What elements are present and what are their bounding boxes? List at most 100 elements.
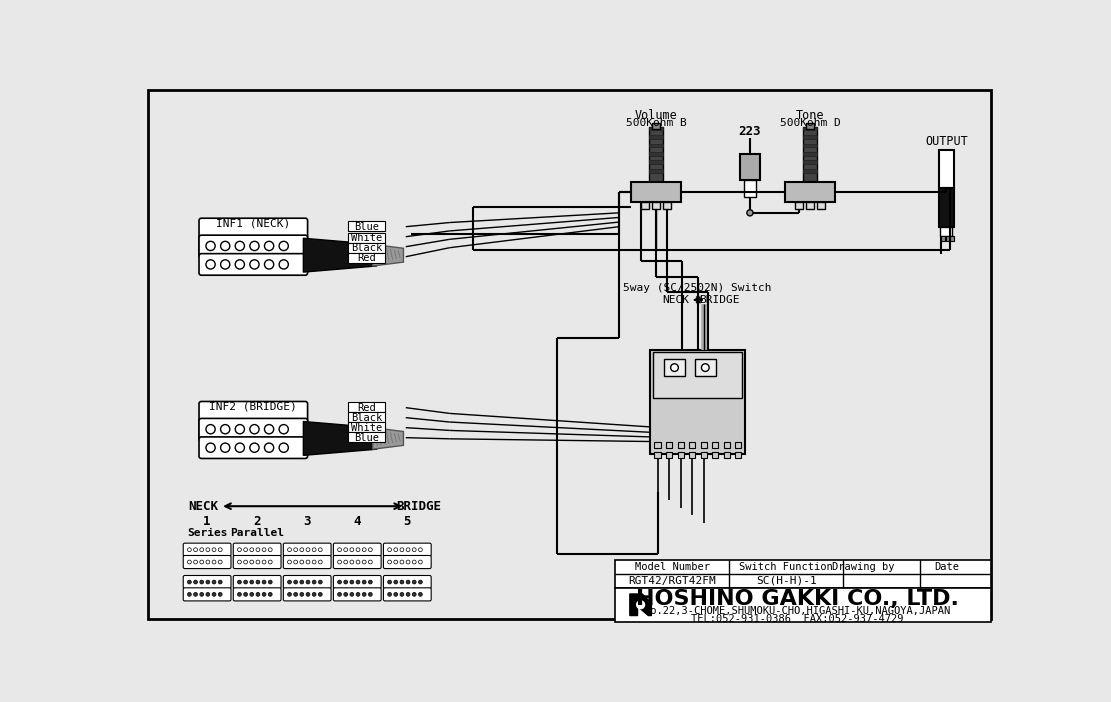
Polygon shape xyxy=(630,594,651,616)
Circle shape xyxy=(400,592,403,596)
Circle shape xyxy=(350,548,353,552)
Bar xyxy=(803,143,817,147)
Text: White: White xyxy=(351,233,382,243)
Bar xyxy=(615,588,991,622)
Circle shape xyxy=(238,592,241,596)
FancyBboxPatch shape xyxy=(333,588,381,601)
Circle shape xyxy=(350,592,353,596)
Circle shape xyxy=(388,548,391,552)
Circle shape xyxy=(193,580,198,584)
Circle shape xyxy=(250,548,253,552)
Circle shape xyxy=(300,560,303,564)
Circle shape xyxy=(250,443,259,452)
Circle shape xyxy=(369,548,372,552)
FancyBboxPatch shape xyxy=(283,576,331,588)
Text: White: White xyxy=(351,423,382,432)
Text: HOSHINO GAKKI CO., LTD.: HOSHINO GAKKI CO., LTD. xyxy=(637,588,959,609)
Circle shape xyxy=(193,592,198,596)
Circle shape xyxy=(293,560,298,564)
Bar xyxy=(735,451,741,458)
Circle shape xyxy=(206,443,216,452)
Bar xyxy=(689,451,695,458)
Circle shape xyxy=(407,592,410,596)
Circle shape xyxy=(236,241,244,251)
Bar xyxy=(945,236,950,241)
Bar xyxy=(740,154,760,180)
Text: 5: 5 xyxy=(403,515,411,528)
Circle shape xyxy=(343,560,348,564)
Bar xyxy=(803,135,817,139)
FancyBboxPatch shape xyxy=(383,588,431,601)
Circle shape xyxy=(243,560,248,564)
Bar xyxy=(641,202,649,209)
Bar xyxy=(803,126,817,131)
Circle shape xyxy=(279,260,289,269)
Circle shape xyxy=(343,592,348,596)
Circle shape xyxy=(319,560,322,564)
Text: INF2 (BRIDGE): INF2 (BRIDGE) xyxy=(210,402,297,412)
FancyBboxPatch shape xyxy=(383,543,431,556)
FancyBboxPatch shape xyxy=(199,437,308,458)
Circle shape xyxy=(419,548,422,552)
Text: Black: Black xyxy=(351,413,382,423)
Text: INF1 (NECK): INF1 (NECK) xyxy=(217,218,290,229)
FancyBboxPatch shape xyxy=(383,576,431,588)
Circle shape xyxy=(338,560,341,564)
Circle shape xyxy=(419,560,422,564)
Bar xyxy=(735,442,741,449)
Circle shape xyxy=(256,560,260,564)
Circle shape xyxy=(264,425,273,434)
Text: TEL:052-931-0386  FAX:052-937-4729: TEL:052-931-0386 FAX:052-937-4729 xyxy=(691,614,904,623)
Circle shape xyxy=(357,548,360,552)
Bar xyxy=(649,152,663,156)
Circle shape xyxy=(243,548,248,552)
Circle shape xyxy=(200,560,203,564)
Circle shape xyxy=(206,560,210,564)
Circle shape xyxy=(407,560,410,564)
Circle shape xyxy=(238,580,241,584)
Circle shape xyxy=(362,548,367,552)
Bar xyxy=(678,451,683,458)
FancyBboxPatch shape xyxy=(233,588,281,601)
FancyBboxPatch shape xyxy=(333,576,381,588)
Circle shape xyxy=(288,548,291,552)
Circle shape xyxy=(293,548,298,552)
Bar xyxy=(803,126,817,182)
Circle shape xyxy=(206,580,210,584)
Circle shape xyxy=(206,260,216,269)
Circle shape xyxy=(264,260,273,269)
Bar xyxy=(649,161,663,164)
Circle shape xyxy=(256,592,260,596)
Text: Blue: Blue xyxy=(354,432,379,443)
Bar xyxy=(712,442,719,449)
Text: RGT42/RGT42FM: RGT42/RGT42FM xyxy=(629,576,717,586)
Circle shape xyxy=(635,600,645,609)
Circle shape xyxy=(262,548,266,552)
Circle shape xyxy=(357,560,360,564)
Text: 500Kohm D: 500Kohm D xyxy=(780,118,840,128)
Circle shape xyxy=(238,548,241,552)
Bar xyxy=(941,236,944,241)
FancyBboxPatch shape xyxy=(233,543,281,556)
Circle shape xyxy=(293,592,298,596)
Circle shape xyxy=(388,592,391,596)
Circle shape xyxy=(250,425,259,434)
Text: No.22,3-CHOME,SHUMOKU-CHO,HIGASHI-KU,NAGOYA,JAPAN: No.22,3-CHOME,SHUMOKU-CHO,HIGASHI-KU,NAG… xyxy=(644,606,951,616)
Circle shape xyxy=(338,592,341,596)
Circle shape xyxy=(188,560,191,564)
Text: 5way (SC/2502N) Switch: 5way (SC/2502N) Switch xyxy=(623,284,772,293)
Text: NECK: NECK xyxy=(188,500,218,512)
Bar xyxy=(950,236,954,241)
Text: Red: Red xyxy=(357,253,376,263)
Circle shape xyxy=(221,425,230,434)
Circle shape xyxy=(188,548,191,552)
Circle shape xyxy=(193,548,198,552)
Text: Black: Black xyxy=(351,244,382,253)
Circle shape xyxy=(206,548,210,552)
Circle shape xyxy=(243,592,248,596)
Polygon shape xyxy=(372,244,403,266)
Bar xyxy=(348,243,386,253)
Text: BRIDGE: BRIDGE xyxy=(397,500,441,512)
Bar xyxy=(348,253,386,263)
Circle shape xyxy=(400,580,403,584)
